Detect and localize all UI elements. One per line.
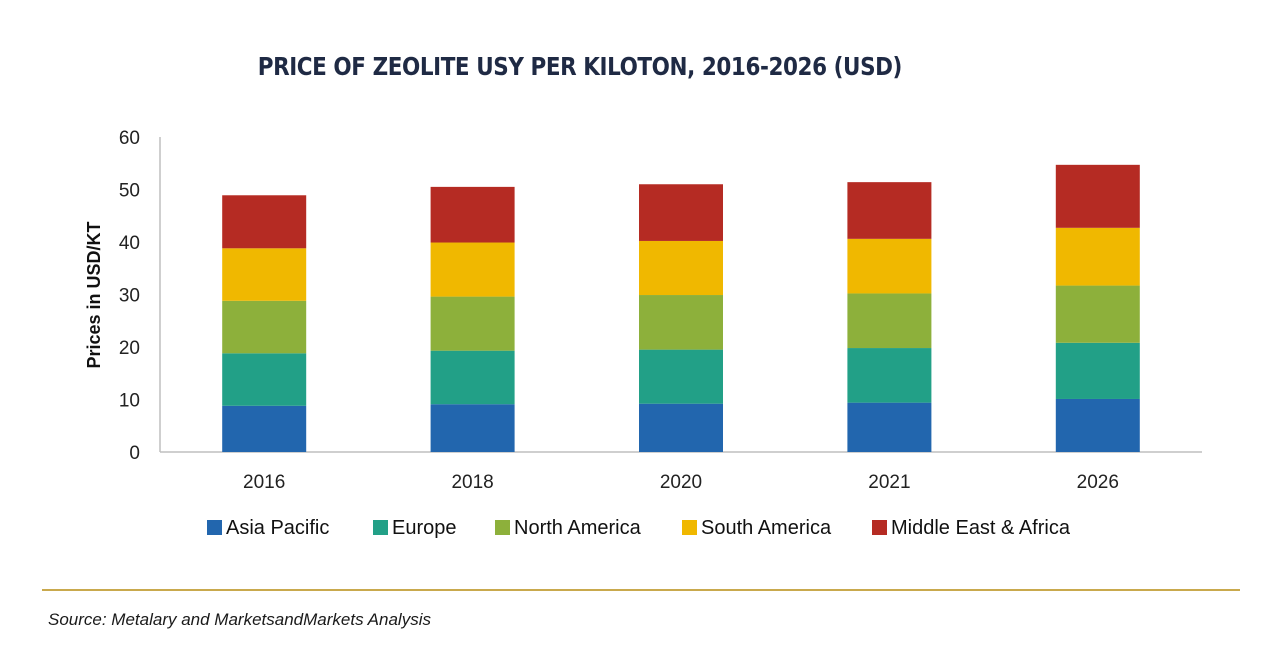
x-tick-label: 2026 <box>1077 472 1119 493</box>
legend-label: South America <box>701 517 832 539</box>
bar-segment-asia-pacific-2018 <box>430 404 515 452</box>
bar-segment-south-america-2026 <box>1055 227 1140 286</box>
legend-swatch <box>495 520 510 535</box>
legend-swatch <box>872 520 887 535</box>
bar-segment-asia-pacific-2020 <box>639 403 723 452</box>
legend-label: North America <box>514 517 642 539</box>
legend-swatch <box>373 520 388 535</box>
bar-segment-europe-2018 <box>430 350 515 405</box>
x-axis-labels: 2016 2018 2020 2021 2026 <box>243 472 1119 493</box>
bar-segment-north-america-2020 <box>639 295 723 350</box>
bar-segment-europe-2021 <box>847 348 932 403</box>
divider-line <box>42 589 1240 591</box>
bar-segment-middle-east-africa-2021 <box>847 182 932 239</box>
y-tick-label: 20 <box>119 338 140 359</box>
y-axis-title: Prices in USD/KT <box>84 221 104 368</box>
legend-label: Middle East & Africa <box>891 517 1071 539</box>
y-tick-label: 60 <box>119 128 140 149</box>
bar-segment-north-america-2026 <box>1055 285 1140 343</box>
bar-segment-south-america-2016 <box>222 248 307 301</box>
bar-segment-asia-pacific-2016 <box>222 405 307 452</box>
bar-segment-south-america-2018 <box>430 242 515 297</box>
legend-label: Europe <box>392 517 457 539</box>
bar-segment-north-america-2016 <box>222 300 307 354</box>
legend-swatch <box>207 520 222 535</box>
y-tick-label: 0 <box>129 443 140 464</box>
bar-segment-europe-2020 <box>639 349 723 404</box>
bar-segment-middle-east-africa-2020 <box>639 184 723 241</box>
legend-swatch <box>682 520 697 535</box>
bar-segment-north-america-2018 <box>430 296 515 351</box>
y-tick-label: 40 <box>119 233 140 254</box>
bar-segment-europe-2026 <box>1055 342 1140 399</box>
y-tick-label: 30 <box>119 286 140 307</box>
bar-segment-asia-pacific-2026 <box>1055 398 1140 452</box>
source-note: Source: Metalary and MarketsandMarkets A… <box>48 610 431 629</box>
x-tick-label: 2020 <box>660 472 702 493</box>
x-tick-label: 2021 <box>868 472 910 493</box>
y-axis-ticks: 0 10 20 30 40 50 60 <box>119 128 140 464</box>
bar-segment-middle-east-africa-2018 <box>430 186 515 243</box>
chart-title: PRICE OF ZEOLITE USY PER KILOTON, 2016-2… <box>257 52 903 81</box>
y-tick-label: 10 <box>119 391 140 412</box>
bar-segment-middle-east-africa-2026 <box>1055 164 1140 228</box>
legend: Asia Pacific Europe North America South Ame… <box>207 517 1071 539</box>
bar-segment-south-america-2020 <box>639 240 723 296</box>
bar-segment-south-america-2021 <box>847 238 932 294</box>
legend-label: Asia Pacific <box>226 517 329 539</box>
x-tick-label: 2018 <box>451 472 493 493</box>
bar-segment-europe-2016 <box>222 353 307 406</box>
bar-segment-middle-east-africa-2016 <box>222 195 307 249</box>
bar-segment-asia-pacific-2021 <box>847 402 932 452</box>
x-tick-label: 2016 <box>243 472 285 493</box>
bar-segment-north-america-2021 <box>847 293 932 349</box>
y-tick-label: 50 <box>119 181 140 202</box>
chart-bars <box>222 164 1140 452</box>
